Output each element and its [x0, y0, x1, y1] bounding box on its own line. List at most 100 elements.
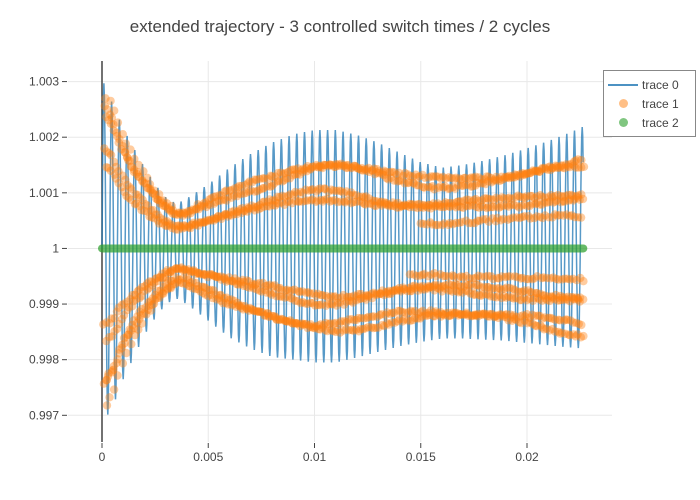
- trace-1-marker: [361, 324, 370, 333]
- trace-1-marker: [281, 316, 290, 325]
- trace-1-marker: [430, 286, 439, 295]
- trace-1-marker: [180, 223, 190, 232]
- trace-1-marker: [426, 218, 435, 227]
- trace-1-marker: [468, 197, 477, 206]
- trace-1-marker: [550, 210, 560, 219]
- trace-1-marker: [527, 191, 537, 201]
- trace-1-marker: [112, 131, 122, 141]
- trace-1-marker: [575, 297, 584, 306]
- trace-1-marker: [104, 163, 113, 173]
- trace-1-marker: [398, 201, 407, 211]
- trace-1-marker: [155, 291, 164, 300]
- trace-1-marker: [502, 173, 512, 182]
- trace-1-marker: [349, 326, 358, 335]
- trace-1-marker: [159, 201, 168, 210]
- trace-1-marker: [461, 201, 471, 210]
- trace-1-marker: [293, 169, 302, 179]
- trace-1-marker: [386, 309, 395, 318]
- trace-1-marker: [413, 200, 423, 209]
- trace-1-marker: [516, 287, 525, 297]
- trace-1-marker: [296, 166, 306, 175]
- trace-1-marker: [418, 170, 427, 180]
- trace-1-marker: [214, 196, 224, 206]
- trace-1-marker: [151, 210, 160, 219]
- trace-1-marker: [407, 286, 416, 296]
- trace-1-marker: [378, 286, 387, 295]
- trace-1-marker: [107, 113, 117, 122]
- trace-1-marker: [298, 298, 308, 307]
- trace-1-marker: [574, 163, 583, 172]
- trace-1-marker: [303, 323, 312, 333]
- trace-1-marker: [483, 271, 492, 281]
- trace-1-marker: [147, 277, 157, 286]
- trace-1-marker: [235, 205, 245, 214]
- trace-1-marker: [312, 291, 321, 301]
- trace-1-marker: [185, 206, 195, 216]
- trace-1-marker: [227, 211, 236, 220]
- trace-1-marker: [184, 281, 193, 291]
- trace-1-marker: [135, 314, 144, 324]
- trace-1-marker: [124, 303, 133, 312]
- trace-1-marker: [227, 185, 236, 195]
- trace-1-marker: [526, 191, 535, 201]
- trace-1-marker: [335, 298, 345, 307]
- trace-1-marker: [294, 287, 303, 296]
- trace-1-marker: [384, 202, 394, 211]
- trace-1-marker: [344, 292, 353, 301]
- trace-1-marker: [469, 195, 479, 204]
- chart-title: extended trajectory - 3 controlled switc…: [129, 17, 551, 36]
- trace-1-marker: [283, 197, 292, 207]
- trace-1-marker: [403, 201, 412, 210]
- trace-1-marker: [282, 317, 292, 326]
- trace-1-marker: [141, 179, 150, 188]
- trace-1-marker: [265, 202, 274, 211]
- trace-1-marker: [559, 196, 568, 206]
- trace-1-marker: [491, 217, 501, 226]
- trace-1-marker: [410, 313, 420, 323]
- trace-1-marker: [471, 273, 480, 283]
- trace-1-marker: [369, 312, 378, 321]
- trace-1-marker: [529, 213, 539, 223]
- trace-1-marker: [278, 315, 287, 324]
- trace-1-marker: [119, 333, 129, 343]
- trace-1-marker: [509, 213, 518, 222]
- trace-1-marker: [329, 292, 338, 301]
- trace-1-marker: [466, 201, 475, 210]
- trace-1-marker: [489, 292, 498, 302]
- trace-1-marker: [244, 277, 254, 286]
- trace-1-marker: [540, 291, 549, 300]
- trace-1-marker: [412, 271, 421, 281]
- trace-1-marker: [454, 197, 463, 206]
- legend-item-trace-0[interactable]: trace 0: [604, 75, 695, 94]
- legend-item-trace-2[interactable]: trace 2: [604, 113, 695, 132]
- trace-1-marker: [364, 312, 373, 322]
- trace-1-marker: [483, 312, 492, 321]
- trace-1-marker: [520, 200, 529, 209]
- legend-item-trace-1[interactable]: trace 1: [604, 94, 695, 113]
- trace-1-marker: [130, 200, 140, 209]
- trace-1-marker: [191, 269, 200, 279]
- trace-1-marker: [470, 310, 479, 319]
- trace-1-marker: [461, 173, 470, 182]
- trace-1-marker: [137, 304, 146, 314]
- trace-1-marker: [425, 283, 435, 292]
- trace-1-marker: [444, 286, 453, 295]
- trace-1-marker: [131, 190, 140, 199]
- trace-1-marker: [451, 203, 461, 212]
- legend-label-trace-2: trace 2: [642, 115, 679, 130]
- trace-1-marker: [499, 194, 509, 203]
- trace-1-marker: [265, 195, 274, 204]
- trace-1-marker: [494, 313, 503, 323]
- trace-1-marker: [313, 289, 323, 298]
- trace-1-marker: [219, 211, 228, 220]
- trace-1-marker: [206, 270, 216, 279]
- trace-1-marker: [114, 167, 123, 176]
- trace-1-marker: [495, 176, 504, 186]
- trace-1-marker: [257, 308, 266, 317]
- trace-1-marker: [326, 160, 335, 170]
- trace-1-marker: [332, 186, 341, 196]
- trace-1-marker: [126, 326, 136, 335]
- trace-1-marker: [138, 177, 147, 186]
- trace-1-marker: [348, 298, 358, 307]
